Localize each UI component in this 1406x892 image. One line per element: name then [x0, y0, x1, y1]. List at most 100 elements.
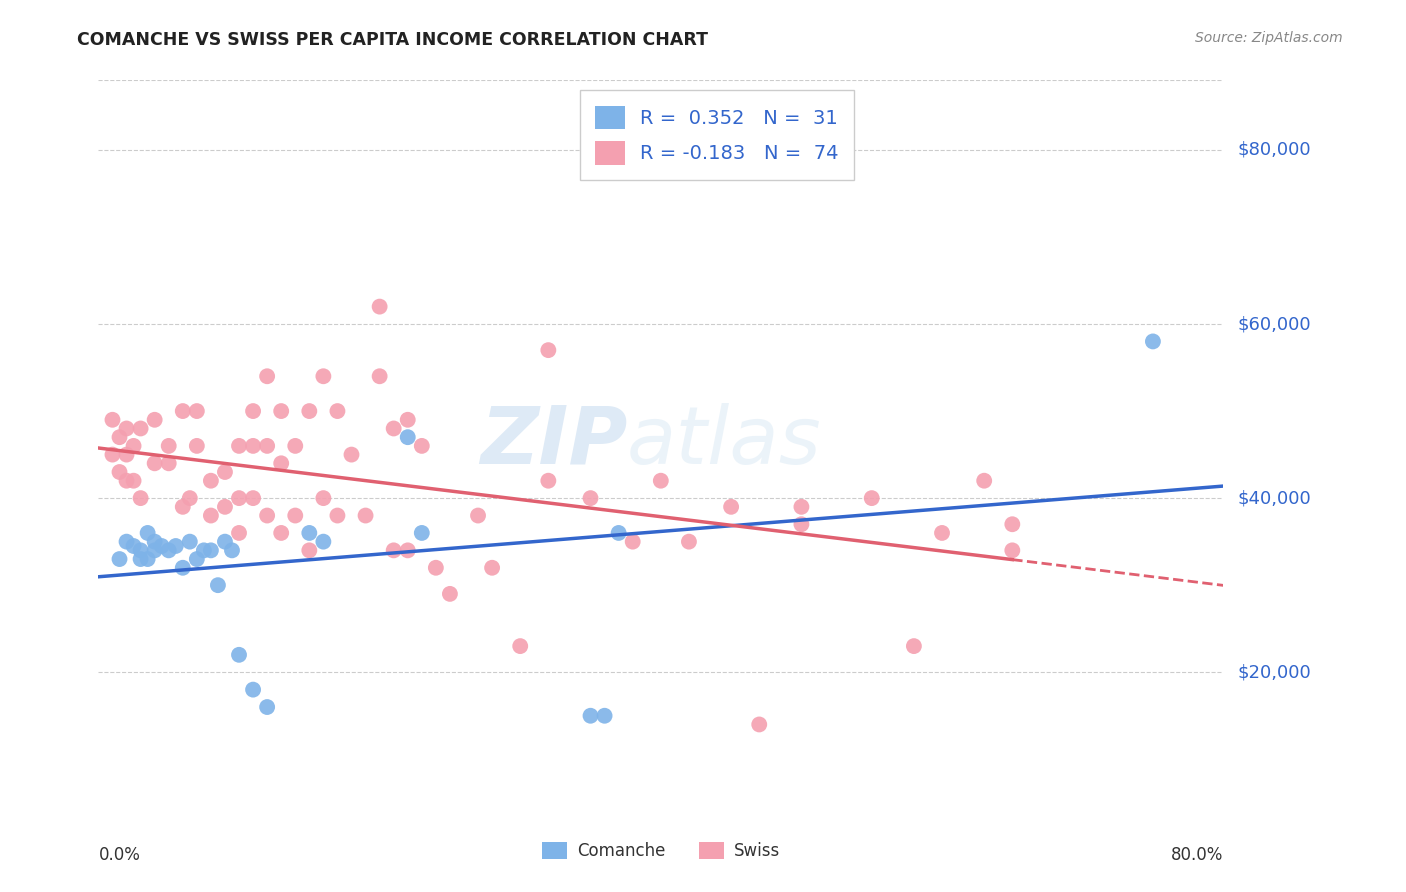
Point — [931, 525, 953, 540]
Point — [256, 508, 278, 523]
Point — [129, 552, 152, 566]
Point — [270, 404, 292, 418]
Point — [284, 508, 307, 523]
Point — [228, 525, 250, 540]
Point — [228, 648, 250, 662]
Point — [790, 517, 813, 532]
Point — [439, 587, 461, 601]
Point — [368, 369, 391, 384]
Point — [136, 552, 159, 566]
Point — [157, 439, 180, 453]
Point — [143, 534, 166, 549]
Point — [425, 561, 447, 575]
Point — [650, 474, 672, 488]
Point — [108, 465, 131, 479]
Text: Source: ZipAtlas.com: Source: ZipAtlas.com — [1195, 31, 1343, 45]
Point — [214, 500, 236, 514]
Point — [157, 456, 180, 470]
Point — [200, 474, 222, 488]
Point — [467, 508, 489, 523]
Point — [537, 474, 560, 488]
Point — [115, 474, 138, 488]
Point — [298, 404, 321, 418]
Point — [129, 491, 152, 505]
Point — [200, 543, 222, 558]
Point — [678, 534, 700, 549]
Point — [270, 456, 292, 470]
Point — [720, 500, 742, 514]
Point — [165, 539, 187, 553]
Point — [122, 539, 145, 553]
Point — [214, 534, 236, 549]
Point — [1001, 543, 1024, 558]
Point — [312, 491, 335, 505]
Point — [228, 439, 250, 453]
Point — [382, 543, 405, 558]
Point — [136, 525, 159, 540]
Point — [903, 639, 925, 653]
Text: $80,000: $80,000 — [1237, 141, 1310, 159]
Point — [270, 525, 292, 540]
Point — [221, 543, 243, 558]
Point — [326, 404, 349, 418]
Point — [207, 578, 229, 592]
Point — [1001, 517, 1024, 532]
Point — [200, 508, 222, 523]
Text: $20,000: $20,000 — [1237, 664, 1310, 681]
Point — [298, 525, 321, 540]
Point — [101, 448, 124, 462]
Point — [143, 456, 166, 470]
Point — [157, 543, 180, 558]
Text: COMANCHE VS SWISS PER CAPITA INCOME CORRELATION CHART: COMANCHE VS SWISS PER CAPITA INCOME CORR… — [77, 31, 709, 49]
Point — [242, 682, 264, 697]
Point — [179, 491, 201, 505]
Point — [537, 343, 560, 358]
Point — [115, 421, 138, 435]
Point — [579, 708, 602, 723]
Point — [186, 552, 208, 566]
Point — [129, 421, 152, 435]
Point — [122, 474, 145, 488]
Point — [396, 430, 419, 444]
Point — [115, 534, 138, 549]
Point — [860, 491, 883, 505]
Point — [242, 491, 264, 505]
Point — [593, 708, 616, 723]
Point — [481, 561, 503, 575]
Text: $60,000: $60,000 — [1237, 315, 1310, 333]
Point — [143, 413, 166, 427]
Point — [973, 474, 995, 488]
Point — [312, 534, 335, 549]
Point — [298, 543, 321, 558]
Point — [1142, 334, 1164, 349]
Point — [607, 525, 630, 540]
Point — [172, 500, 194, 514]
Point — [340, 448, 363, 462]
Point — [122, 439, 145, 453]
Point — [242, 439, 264, 453]
Point — [411, 439, 433, 453]
Text: atlas: atlas — [627, 402, 823, 481]
Point — [748, 717, 770, 731]
Point — [284, 439, 307, 453]
Point — [354, 508, 377, 523]
Legend: Comanche, Swiss: Comanche, Swiss — [536, 835, 786, 867]
Point — [179, 534, 201, 549]
Point — [368, 300, 391, 314]
Point — [108, 430, 131, 444]
Point — [411, 525, 433, 540]
Point — [312, 369, 335, 384]
Point — [143, 543, 166, 558]
Point — [256, 369, 278, 384]
Point — [172, 404, 194, 418]
Point — [214, 465, 236, 479]
Point — [509, 639, 531, 653]
Point — [790, 500, 813, 514]
Point — [186, 404, 208, 418]
Point — [396, 413, 419, 427]
Text: 80.0%: 80.0% — [1171, 847, 1223, 864]
Text: ZIP: ZIP — [479, 402, 627, 481]
Point — [326, 508, 349, 523]
Text: $40,000: $40,000 — [1237, 489, 1310, 508]
Point — [115, 448, 138, 462]
